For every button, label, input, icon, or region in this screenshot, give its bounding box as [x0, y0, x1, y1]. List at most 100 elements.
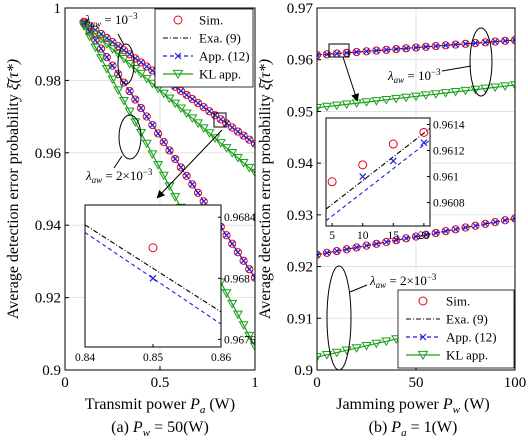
panel-a-ylabel: Average detection error probability ξ̄(τ… — [5, 59, 22, 319]
app-marker — [251, 140, 255, 147]
kl-marker — [509, 81, 515, 90]
kl-marker — [130, 118, 141, 127]
inset-b-x-tick-label: 10 — [357, 230, 369, 242]
sim-marker — [441, 41, 450, 50]
legend-label: App. (12) — [446, 330, 497, 345]
inset-b-y-tick-label: 0.9608 — [433, 198, 465, 210]
sim-marker — [176, 163, 185, 172]
sim-marker — [119, 78, 129, 87]
sim-marker — [245, 135, 254, 144]
y-tick-label: 1 — [54, 1, 62, 17]
x-tick-label: 100 — [504, 375, 527, 391]
app-marker — [240, 257, 247, 264]
panel-b-ellipse-2 — [326, 265, 352, 371]
panel-b-annotation-2: λaw = 2×10−3 — [369, 272, 437, 290]
kl-marker — [470, 85, 481, 95]
kl-marker — [158, 89, 169, 99]
sim-marker — [136, 58, 146, 67]
panel-a-ellipse-2 — [118, 114, 142, 160]
app-marker — [149, 67, 156, 74]
inset-b-y-tick-label: 0.9612 — [433, 146, 465, 158]
inset-b-sim-marker — [388, 139, 398, 149]
sim-marker — [193, 98, 203, 108]
kl-marker — [84, 32, 95, 42]
kl-marker — [490, 83, 501, 93]
panel-b-zoom-arrow — [342, 56, 359, 102]
kl-marker — [124, 60, 135, 69]
sim-marker — [148, 120, 157, 130]
sim-marker — [342, 245, 351, 254]
panel-a-caption: (a) Pw = 50(W) — [111, 419, 209, 439]
kl-marker — [96, 54, 107, 63]
app-marker — [482, 220, 489, 227]
app-marker — [92, 37, 99, 44]
panel-b-ylabel: Average detection error probability ξ̄(τ… — [257, 59, 274, 319]
sim-marker — [142, 112, 151, 121]
app-marker — [343, 246, 350, 253]
app-marker — [234, 249, 241, 256]
kl-marker — [78, 22, 90, 31]
app-marker — [166, 147, 173, 154]
app-marker — [200, 104, 207, 111]
sim-marker — [362, 47, 371, 56]
inset-a-y-tick-label: 0.968 — [224, 273, 250, 285]
sim-marker — [317, 250, 322, 259]
kl-marker — [227, 149, 238, 158]
sim-marker — [392, 44, 401, 54]
sim-marker — [171, 154, 180, 164]
x-tick-label: 1 — [251, 375, 259, 391]
panel-a-ellipse-1 — [117, 43, 135, 85]
app-marker — [194, 189, 202, 196]
app-marker — [194, 100, 202, 107]
app-marker — [132, 96, 139, 103]
panel-a-series — [78, 17, 255, 352]
sim-marker — [159, 137, 168, 147]
y-tick-label: 0.96 — [287, 53, 314, 69]
legend-label: Exa. (9) — [199, 31, 241, 46]
app-marker — [251, 274, 255, 281]
panel-b-ticks: 0.9 0.91 0.92 0.93 0.94 0.95 0.96 0.97 0 50 100 — [287, 1, 527, 391]
app-marker — [143, 113, 150, 120]
legend-label: App. (12) — [199, 49, 250, 64]
sim-marker — [461, 223, 470, 232]
sim-marker — [154, 129, 163, 138]
app-marker — [189, 181, 196, 188]
app-marker — [502, 217, 509, 224]
kl-marker — [135, 129, 147, 138]
panel-b-caption: (b) Pa = 1(W) — [369, 419, 458, 439]
inset-a-x-tick-label: 0.84 — [75, 352, 95, 364]
sim-marker — [228, 239, 237, 248]
series-kl-line — [83, 23, 255, 174]
inset-b-app-marker — [359, 173, 367, 180]
kl-marker — [450, 88, 461, 97]
legend-kl-marker — [172, 69, 184, 80]
kl-marker — [361, 98, 372, 107]
sim-marker — [317, 50, 322, 60]
sim-marker — [461, 39, 470, 48]
kl-marker — [187, 114, 198, 124]
app-marker — [206, 108, 213, 115]
inset-b-sim-marker — [419, 127, 429, 137]
legend-label: Sim. — [446, 294, 470, 309]
kl-marker — [107, 75, 118, 85]
sim-marker — [125, 86, 134, 96]
kl-marker — [227, 299, 238, 309]
app-marker — [333, 50, 340, 57]
panel-b-annot-line-1 — [441, 65, 472, 72]
kl-marker — [391, 94, 402, 104]
kl-marker — [381, 337, 392, 347]
app-marker — [452, 226, 459, 233]
kl-marker — [410, 92, 422, 102]
sim-marker — [188, 94, 197, 104]
app-marker — [229, 124, 236, 131]
sim-marker — [85, 27, 94, 36]
inset-a-x-tick-label: 0.85 — [143, 352, 163, 364]
app-marker — [462, 40, 469, 47]
sim-marker — [239, 131, 248, 140]
legend-label: KL app. — [199, 67, 241, 82]
app-marker — [183, 91, 190, 98]
app-marker — [115, 43, 122, 50]
panel-b-inset: 5 10 15 20 0.9608 0.961 0.9612 0.9614 — [325, 117, 465, 242]
sim-marker — [451, 40, 460, 49]
inset-b-x-tick-label: 20 — [418, 230, 430, 242]
